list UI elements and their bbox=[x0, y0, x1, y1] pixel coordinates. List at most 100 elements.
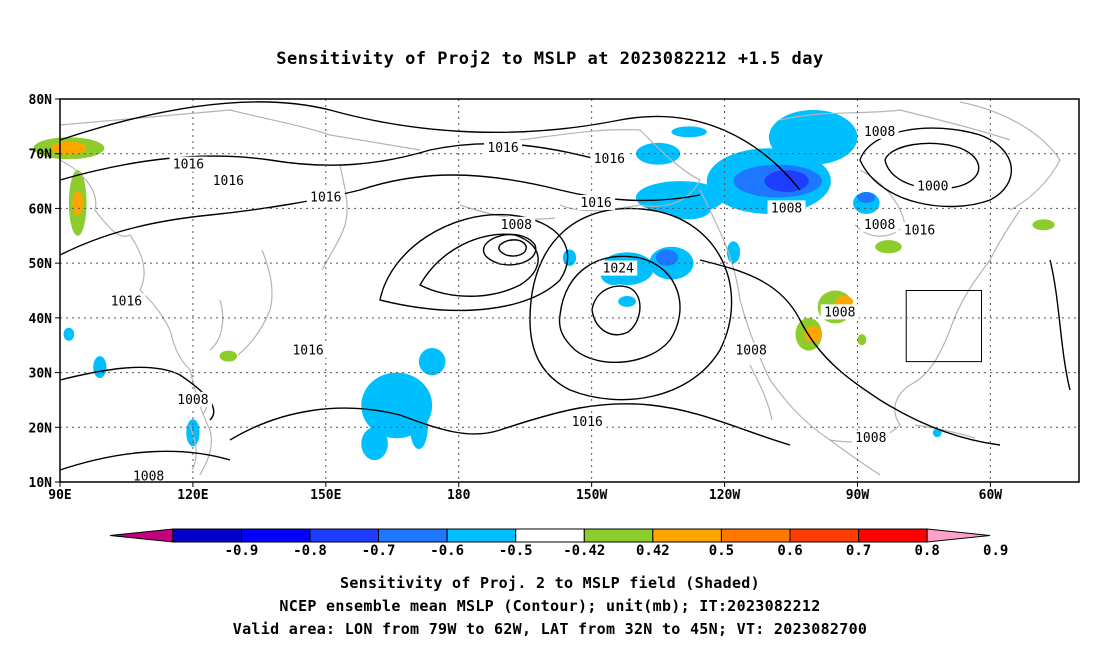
lat-tick-label: 40N bbox=[29, 312, 53, 327]
colorbar-tick-label: 0.42 bbox=[635, 543, 670, 559]
isobar-label: 1016 bbox=[484, 140, 523, 156]
isobar-high-pacific-outer bbox=[529, 207, 733, 401]
figure-title: Sensitivity of Proj2 to MSLP at 20230822… bbox=[276, 49, 824, 69]
colorbar-box bbox=[583, 528, 654, 543]
shading-blob bbox=[857, 334, 867, 346]
isobar-label: 1016 bbox=[590, 151, 629, 167]
colorbar-box bbox=[515, 528, 585, 543]
shading-blob bbox=[635, 142, 681, 165]
isobar-label-text: 1008 bbox=[771, 201, 802, 216]
coast-kamchatka bbox=[321, 164, 348, 271]
shading-blob bbox=[219, 350, 238, 362]
isobar-label-text: 1016 bbox=[572, 415, 603, 430]
lon-tick-label: 90E bbox=[48, 488, 71, 503]
isobar-label-text: 1016 bbox=[173, 158, 204, 173]
isobar-label-text: 1000 bbox=[917, 180, 948, 195]
lon-tick-label: 150E bbox=[310, 488, 341, 503]
valid-area-box bbox=[905, 290, 983, 363]
coast-asia bbox=[59, 159, 212, 476]
isobar-label-bg bbox=[568, 413, 607, 429]
shading-blob bbox=[51, 141, 87, 155]
lat-tick-label: 10N bbox=[29, 476, 53, 491]
isobar-high-pacific bbox=[558, 255, 681, 363]
isobar-label-bg bbox=[484, 140, 523, 156]
isobar-label: 1024 bbox=[599, 260, 638, 277]
lat-tick-label: 50N bbox=[29, 257, 53, 272]
coast-arctic-islands bbox=[779, 109, 1011, 141]
colorbar bbox=[109, 528, 991, 543]
coast-central-america bbox=[829, 439, 881, 476]
isobar bbox=[59, 142, 601, 181]
isobar-label-text: 1008 bbox=[864, 125, 895, 140]
isobar-label-text: 1008 bbox=[855, 431, 886, 446]
shading-blob bbox=[768, 109, 858, 165]
colorbar-box bbox=[446, 528, 517, 543]
colorbar-box bbox=[858, 528, 928, 543]
isobar-label-bg bbox=[577, 194, 616, 210]
isobar-label-text: 1008 bbox=[824, 305, 855, 320]
plot-frame bbox=[59, 98, 1080, 483]
shading-blob bbox=[666, 197, 712, 220]
coast-aleutians bbox=[459, 204, 556, 220]
isobar-label-bg bbox=[129, 468, 168, 484]
lon-tick-label: 60W bbox=[979, 488, 1003, 503]
isobar-label-text: 1024 bbox=[603, 262, 634, 277]
colorbar-low-arrow bbox=[109, 528, 174, 543]
shading-blob bbox=[93, 356, 107, 379]
isobar-label: 1016 bbox=[209, 173, 248, 189]
colorbar-tick-label: 0.7 bbox=[845, 543, 872, 559]
isobar-label: 1016 bbox=[289, 342, 328, 359]
isobar-low-core bbox=[498, 239, 527, 257]
coast-philippines bbox=[189, 424, 197, 471]
isobar-low-aleutian bbox=[379, 213, 569, 312]
shading-blob bbox=[63, 327, 75, 341]
isobar-label: 1008 bbox=[497, 216, 536, 233]
shading-blob bbox=[1032, 219, 1055, 231]
shading-blob bbox=[671, 126, 707, 138]
isobar-label: 1008 bbox=[129, 468, 168, 485]
mslp-contours bbox=[59, 101, 1071, 471]
isobar-label-bg bbox=[209, 173, 248, 189]
isobar-label-bg bbox=[900, 222, 939, 238]
lon-tick-label: 150W bbox=[576, 488, 607, 503]
isobar-label-bg bbox=[732, 342, 771, 358]
isobar-label-bg bbox=[820, 304, 859, 320]
isobar-label-text: 1016 bbox=[111, 294, 142, 309]
shading-blob bbox=[562, 249, 577, 266]
shading-blob bbox=[72, 190, 84, 215]
isobar bbox=[59, 366, 215, 421]
isobar-label-bg bbox=[599, 260, 638, 276]
isobar-label-bg bbox=[306, 189, 345, 205]
colorbar-box bbox=[789, 528, 860, 543]
isobar-label-bg bbox=[851, 430, 890, 446]
shading-blob bbox=[857, 192, 876, 203]
colorbar-tick-label: -0.7 bbox=[361, 543, 396, 559]
colorbar-tick-label: 0.9 bbox=[983, 543, 1009, 559]
isobar-label: 1008 bbox=[860, 216, 899, 233]
isobar-label-text: 1008 bbox=[501, 218, 532, 233]
isobar-label-text: 1008 bbox=[177, 393, 208, 408]
isobar-label-text: 1016 bbox=[904, 223, 935, 238]
isobar-label: 1008 bbox=[173, 391, 212, 408]
shading-blob bbox=[804, 326, 823, 343]
isobar-label-text: 1016 bbox=[292, 344, 323, 359]
coast-korea bbox=[209, 299, 224, 351]
coast-north-america-west bbox=[699, 189, 831, 441]
isobar-high-pacific-inner bbox=[591, 285, 641, 336]
colorbar-high-arrow bbox=[926, 528, 991, 543]
isobar bbox=[699, 259, 1001, 446]
isobar-label-bg bbox=[913, 178, 952, 194]
shading-blob bbox=[932, 428, 942, 438]
colorbar-tick-label: 0.8 bbox=[914, 543, 940, 559]
isobar-low-northeast-inner bbox=[884, 142, 980, 190]
caption-line-2: NCEP ensemble mean MSLP (Contour); unit(… bbox=[279, 597, 821, 615]
colorbar-tick-label: -0.8 bbox=[293, 543, 327, 559]
coast-caribbean bbox=[914, 424, 976, 439]
colorbar-tick-label: 0.6 bbox=[777, 543, 803, 559]
isobar-label: 1008 bbox=[767, 200, 806, 216]
shading-blob bbox=[410, 405, 428, 450]
coast-japan bbox=[237, 249, 273, 356]
colorbar-box bbox=[720, 528, 791, 543]
